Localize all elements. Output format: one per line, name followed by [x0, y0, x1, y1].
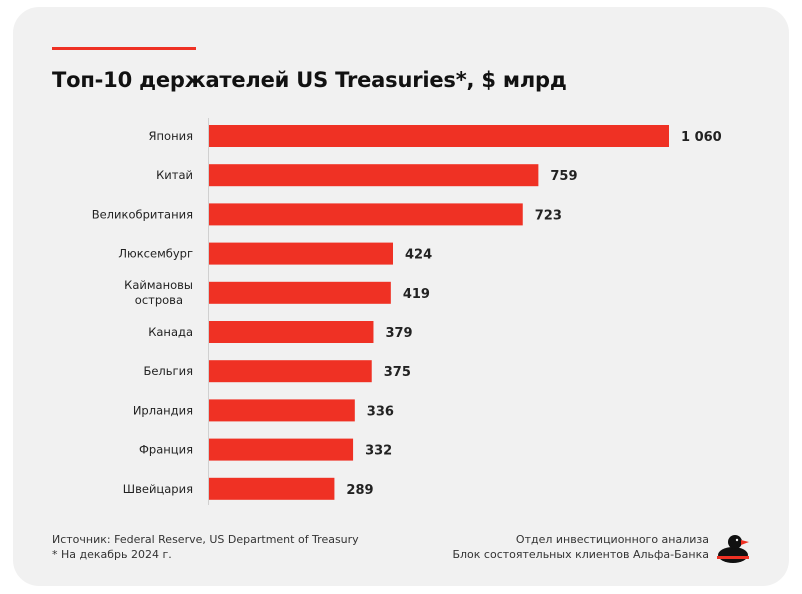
value-label: 332: [365, 444, 392, 459]
footnote-text: * На декабрь 2024 г.: [52, 548, 172, 561]
category-label: Великобритания: [92, 207, 193, 221]
category-label: Каймановы острова: [124, 278, 193, 307]
category-label: Бельгия: [143, 364, 193, 378]
value-label: 419: [403, 287, 430, 302]
category-label: Ирландия: [133, 403, 193, 417]
bar: [209, 438, 354, 461]
bar: [209, 125, 669, 147]
category-label: Люксембург: [118, 247, 193, 261]
bar: [209, 321, 374, 343]
category-label: Швейцария: [123, 482, 193, 496]
bar: [209, 203, 523, 226]
category-label: Китай: [156, 168, 193, 182]
value-label: 723: [535, 208, 562, 223]
accent-line: [52, 47, 196, 50]
department-line-1: Отдел инвестиционного анализа: [515, 533, 709, 546]
value-label: 1 060: [681, 130, 722, 145]
department-line-2: Блок состоятельных клиентов Альфа-Банка: [452, 548, 709, 561]
source-text: Источник: Federal Reserve, US Department…: [52, 533, 359, 546]
value-label: 379: [385, 326, 412, 341]
bar: [209, 360, 372, 383]
chart-card: [13, 7, 789, 586]
value-label: 759: [550, 169, 577, 184]
bar: [209, 242, 393, 265]
category-label: Япония: [149, 129, 193, 143]
category-label: Канада: [148, 325, 193, 339]
bar: [209, 281, 391, 304]
value-label: 336: [367, 404, 394, 419]
department-block: Отдел инвестиционного анализа Блок состо…: [452, 532, 709, 562]
bar: [209, 164, 539, 187]
bar: [209, 477, 335, 500]
value-label: 375: [384, 365, 411, 380]
source-block: Источник: Federal Reserve, US Department…: [52, 532, 359, 562]
value-label: 424: [405, 248, 432, 263]
value-label: 289: [346, 483, 373, 498]
category-label: Франция: [139, 443, 193, 457]
bar: [209, 399, 355, 422]
chart-title: Топ-10 держателей US Treasuries*, $ млрд: [52, 68, 567, 92]
duck-logo-icon: [717, 535, 749, 563]
